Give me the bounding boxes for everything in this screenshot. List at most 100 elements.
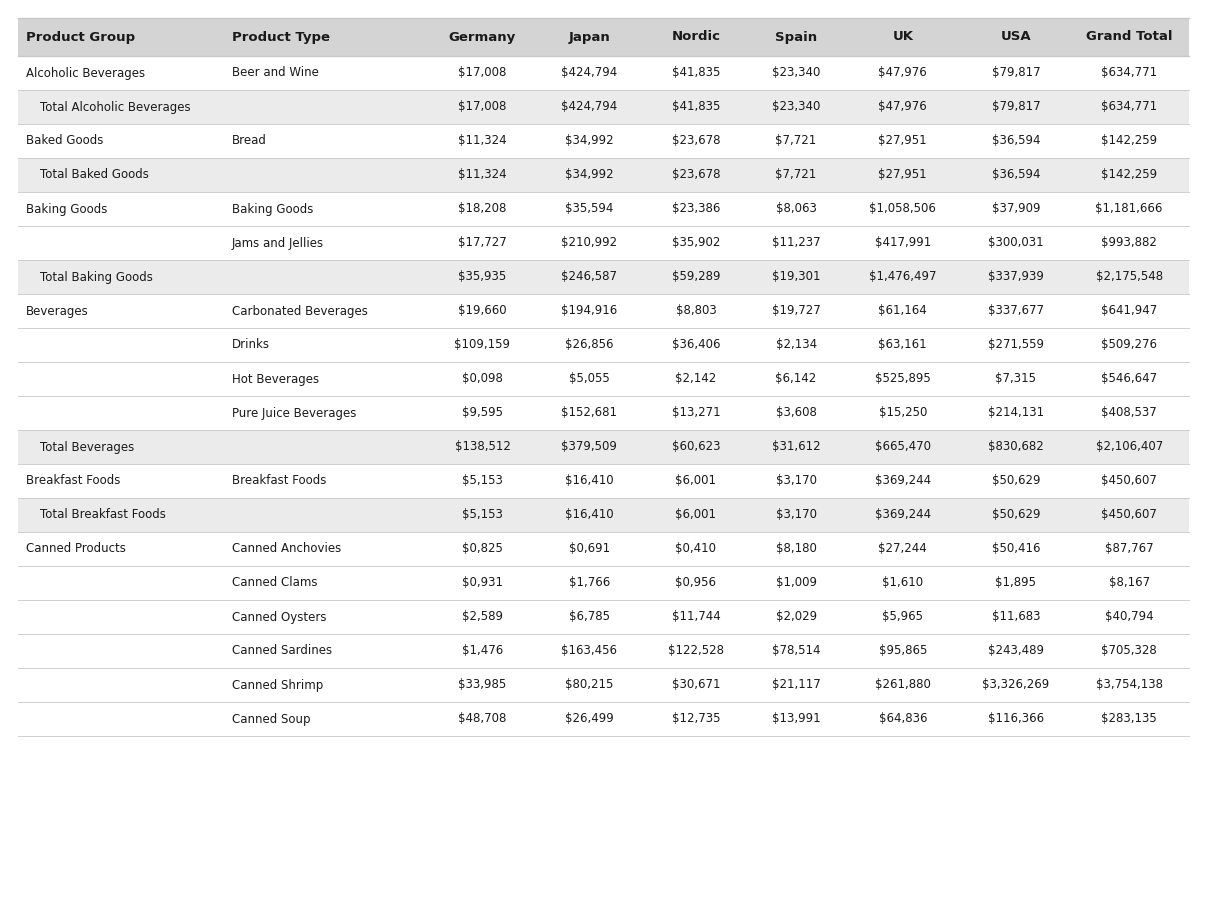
Text: $9,595: $9,595	[462, 407, 503, 419]
Text: Total Breakfast Foods: Total Breakfast Foods	[40, 508, 165, 522]
Text: $11,324: $11,324	[459, 134, 507, 148]
Text: $16,410: $16,410	[565, 508, 613, 522]
Bar	[18, 634, 1189, 668]
Text: $41,835: $41,835	[671, 101, 721, 113]
Text: $369,244: $369,244	[875, 475, 931, 487]
Text: $17,008: $17,008	[459, 101, 507, 113]
Text: $61,164: $61,164	[879, 304, 927, 317]
Bar	[18, 226, 1189, 260]
Text: $0,410: $0,410	[676, 543, 717, 555]
Text: $509,276: $509,276	[1101, 339, 1158, 352]
Text: $665,470: $665,470	[875, 440, 931, 454]
Text: Total Alcoholic Beverages: Total Alcoholic Beverages	[40, 101, 191, 113]
Text: $1,766: $1,766	[568, 576, 610, 590]
Text: $3,326,269: $3,326,269	[982, 679, 1050, 691]
Text: $830,682: $830,682	[989, 440, 1044, 454]
Text: $705,328: $705,328	[1101, 644, 1158, 658]
Text: Breakfast Foods: Breakfast Foods	[27, 475, 121, 487]
Text: $2,029: $2,029	[776, 611, 817, 623]
Text: $11,744: $11,744	[671, 611, 721, 623]
Text: $142,259: $142,259	[1101, 169, 1158, 181]
Text: Nordic: Nordic	[671, 31, 721, 43]
Text: $450,607: $450,607	[1101, 508, 1158, 522]
Text: $7,721: $7,721	[775, 134, 817, 148]
Text: $1,058,506: $1,058,506	[869, 203, 937, 216]
Text: $33,985: $33,985	[459, 679, 507, 691]
Text: $11,324: $11,324	[459, 169, 507, 181]
Text: $5,153: $5,153	[462, 475, 503, 487]
Text: $41,835: $41,835	[671, 66, 721, 80]
Text: $17,008: $17,008	[459, 66, 507, 80]
Text: $138,512: $138,512	[455, 440, 511, 454]
Text: Spain: Spain	[775, 31, 817, 43]
Text: Alcoholic Beverages: Alcoholic Beverages	[27, 66, 145, 80]
Text: $0,098: $0,098	[462, 372, 503, 385]
Bar	[18, 362, 1189, 396]
Bar	[18, 328, 1189, 362]
Text: $3,608: $3,608	[776, 407, 816, 419]
Text: $634,771: $634,771	[1101, 66, 1158, 80]
Text: $95,865: $95,865	[879, 644, 927, 658]
Text: $30,671: $30,671	[671, 679, 721, 691]
Text: $210,992: $210,992	[561, 236, 617, 249]
Text: $261,880: $261,880	[875, 679, 931, 691]
Text: $50,416: $50,416	[992, 543, 1040, 555]
Text: $8,180: $8,180	[776, 543, 816, 555]
Text: $11,683: $11,683	[992, 611, 1040, 623]
Text: $37,909: $37,909	[992, 203, 1040, 216]
Text: $6,142: $6,142	[775, 372, 817, 385]
Text: $634,771: $634,771	[1101, 101, 1158, 113]
Text: $12,735: $12,735	[671, 712, 721, 726]
Bar	[18, 600, 1189, 634]
Bar	[18, 158, 1189, 192]
Bar	[18, 668, 1189, 702]
Text: $3,170: $3,170	[776, 475, 817, 487]
Text: $993,882: $993,882	[1101, 236, 1158, 249]
Bar	[18, 566, 1189, 600]
Text: Canned Products: Canned Products	[27, 543, 126, 555]
Text: Baking Goods: Baking Goods	[27, 203, 107, 216]
Text: $23,340: $23,340	[772, 66, 821, 80]
Bar	[18, 430, 1189, 464]
Text: $23,340: $23,340	[772, 101, 821, 113]
Text: $19,727: $19,727	[771, 304, 821, 317]
Bar	[18, 90, 1189, 124]
Text: $450,607: $450,607	[1101, 475, 1158, 487]
Text: $47,976: $47,976	[879, 101, 927, 113]
Text: $16,410: $16,410	[565, 475, 613, 487]
Text: $64,836: $64,836	[879, 712, 927, 726]
Text: Breakfast Foods: Breakfast Foods	[232, 475, 326, 487]
Text: $8,063: $8,063	[776, 203, 816, 216]
Text: $17,727: $17,727	[459, 236, 507, 249]
Text: Canned Oysters: Canned Oysters	[232, 611, 326, 623]
Text: $6,785: $6,785	[568, 611, 610, 623]
Text: $408,537: $408,537	[1101, 407, 1158, 419]
Text: Jams and Jellies: Jams and Jellies	[232, 236, 323, 249]
Text: $79,817: $79,817	[992, 66, 1040, 80]
Text: $243,489: $243,489	[989, 644, 1044, 658]
Text: $1,476: $1,476	[462, 644, 503, 658]
Text: $36,594: $36,594	[992, 169, 1040, 181]
Text: Drinks: Drinks	[232, 339, 269, 352]
Bar	[18, 56, 1189, 90]
Text: $109,159: $109,159	[455, 339, 511, 352]
Text: $26,856: $26,856	[565, 339, 613, 352]
Text: Beverages: Beverages	[27, 304, 89, 317]
Text: Grand Total: Grand Total	[1086, 31, 1172, 43]
Text: Total Baking Goods: Total Baking Goods	[40, 271, 153, 284]
Text: Baking Goods: Baking Goods	[232, 203, 313, 216]
Text: Hot Beverages: Hot Beverages	[232, 372, 319, 385]
Text: $8,803: $8,803	[676, 304, 716, 317]
Text: $246,587: $246,587	[561, 271, 617, 284]
Text: $87,767: $87,767	[1104, 543, 1154, 555]
Bar	[18, 124, 1189, 158]
Text: $641,947: $641,947	[1101, 304, 1158, 317]
Text: $78,514: $78,514	[771, 644, 821, 658]
Text: $424,794: $424,794	[561, 66, 617, 80]
Text: $60,623: $60,623	[671, 440, 721, 454]
Text: $214,131: $214,131	[987, 407, 1044, 419]
Text: $15,250: $15,250	[879, 407, 927, 419]
Text: $152,681: $152,681	[561, 407, 617, 419]
Text: $379,509: $379,509	[561, 440, 617, 454]
Text: $27,244: $27,244	[879, 543, 927, 555]
